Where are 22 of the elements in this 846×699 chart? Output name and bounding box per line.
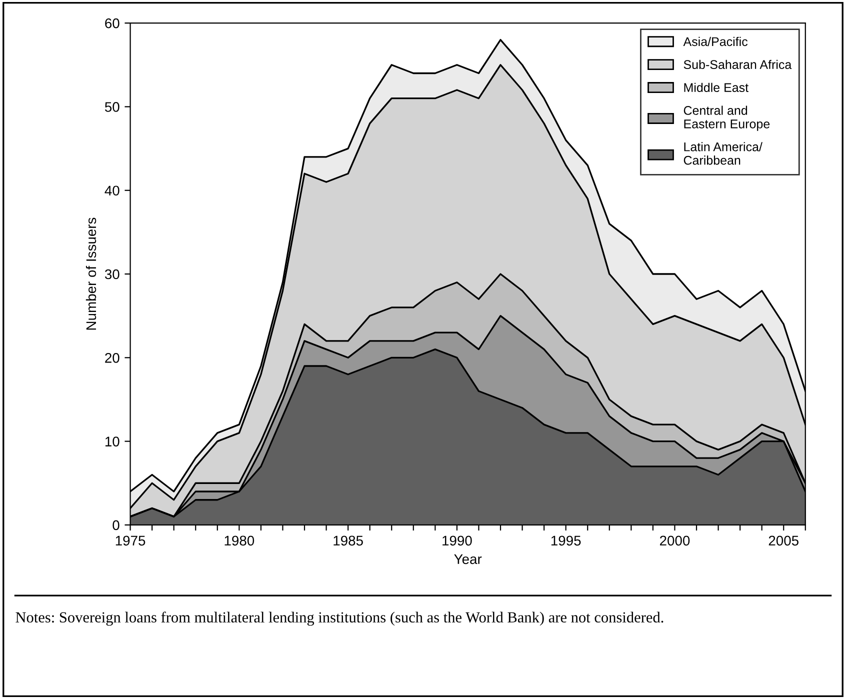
y-tick-label: 50 bbox=[104, 102, 120, 112]
legend-label: Middle East bbox=[684, 82, 748, 92]
y-tick-label: 0 bbox=[112, 520, 120, 530]
x-tick-label: 1985 bbox=[334, 536, 363, 546]
y-tick-label: 20 bbox=[105, 352, 120, 363]
y-tick-label: 30 bbox=[104, 269, 120, 280]
legend-label: Central and Eastern Europe bbox=[684, 106, 770, 131]
text: Notes: Sovereign loans from multilateral lending institutions (such as the World Bank) are not considered. bbox=[16, 612, 664, 626]
y-tick-label: 40 bbox=[104, 186, 120, 196]
legend-label: Asia/Pacific bbox=[683, 36, 748, 46]
y-tick-label: 60 bbox=[105, 18, 120, 28]
x-tick-label: 1995 bbox=[551, 536, 581, 546]
x-tick-label: 1980 bbox=[224, 536, 254, 546]
x-tick-label: 2000 bbox=[660, 536, 690, 546]
x-tick-label: 1990 bbox=[442, 536, 472, 546]
legend-label: Latin America/ Caribbean bbox=[684, 142, 762, 165]
y-tick-label: 10 bbox=[105, 436, 120, 446]
x-axis-title: Year bbox=[454, 554, 482, 564]
x-tick-label: 1975 bbox=[116, 536, 146, 546]
y-axis-title: Number of Issuers bbox=[86, 218, 96, 330]
x-tick-label: 2005 bbox=[768, 536, 798, 546]
legend-label: Sub-Saharan Africa bbox=[684, 60, 792, 70]
